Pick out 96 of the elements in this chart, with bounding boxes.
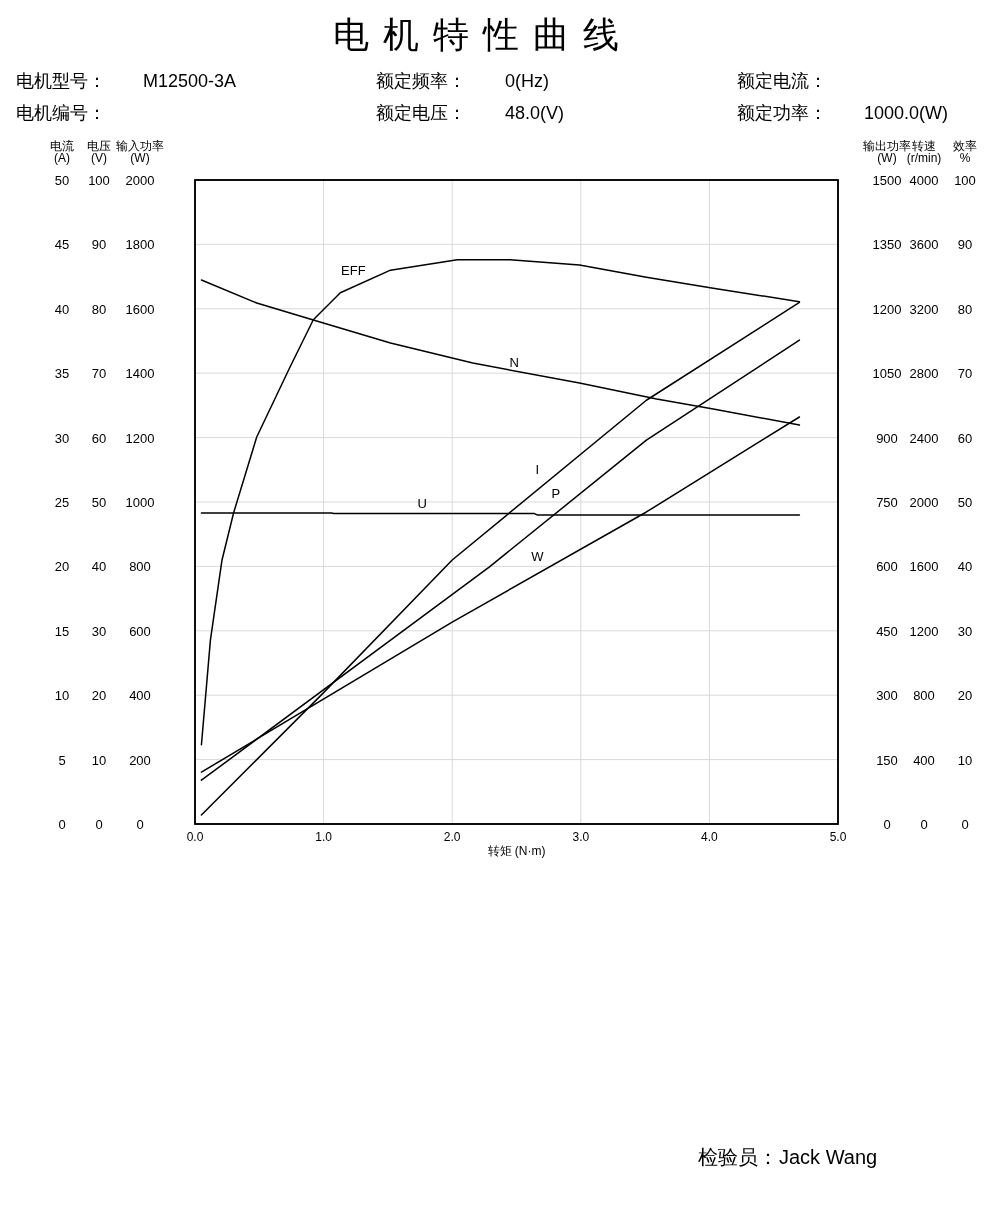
y-tick-label: 40	[54, 301, 70, 317]
y-tick-label: 300	[876, 688, 898, 704]
y-tick-label: 600	[876, 559, 898, 575]
y-tick-label: 20	[54, 559, 70, 575]
text: 额定频率：	[376, 71, 466, 91]
y-tick-label: 10	[54, 688, 70, 704]
y3-tick-label: 1800	[125, 237, 155, 253]
y3-tick-label: 20	[957, 688, 973, 704]
y-tick-label: 30	[54, 430, 70, 446]
chart-title: 电机特性曲线	[333, 14, 633, 55]
x-axis-title: 转矩 (N·m)	[487, 844, 546, 858]
y-tick-label: 50	[54, 173, 70, 188]
text: 额定功率：	[737, 103, 827, 123]
y3-tick-label: 600	[129, 623, 151, 639]
y2-tick-label: 1200	[909, 623, 939, 639]
y3-tick-label: 10	[957, 752, 973, 768]
text: 检验员：	[698, 1146, 778, 1168]
x-tick-label: 2.0	[443, 830, 461, 844]
y-tick-label: 1050	[872, 366, 902, 382]
y-tick-label: 900	[876, 430, 898, 446]
y2-tick-label: 60	[91, 430, 107, 446]
y3-tick-label: 800	[129, 559, 151, 575]
text: 电机型号：	[16, 71, 106, 91]
x-tick-label: 4.0	[701, 830, 719, 844]
y3-axis-title: 输入功率 (W)	[116, 139, 164, 165]
y-tick-label: 450	[876, 623, 898, 639]
y2-tick-label: 3200	[909, 301, 939, 317]
y3-tick-label: 60	[957, 430, 973, 446]
y2-tick-label: 400	[913, 752, 935, 768]
x-tick-label: 5.0	[829, 830, 847, 844]
y-tick-label: 150	[876, 752, 898, 768]
y2-tick-label: 80	[91, 301, 107, 317]
series-label: I	[535, 462, 540, 478]
y2-tick-label: 90	[91, 237, 107, 253]
y3-tick-label: 80	[957, 301, 973, 317]
y2-tick-label: 50	[91, 495, 107, 510]
text: 0(Hz)	[505, 71, 549, 91]
series-label: U	[417, 495, 427, 511]
y2-tick-label: 0	[95, 817, 103, 832]
y3-tick-label: 50	[957, 495, 973, 510]
y2-tick-label: 100	[88, 173, 110, 188]
y2-tick-label: 70	[91, 366, 107, 382]
series-label: W	[531, 549, 545, 565]
y2-tick-label: 4000	[909, 173, 939, 188]
text: 1000.0(W)	[864, 103, 949, 123]
y2-tick-label: 10	[91, 752, 107, 768]
y3-tick-label: 2000	[125, 173, 155, 188]
text: M12500-3A	[143, 71, 237, 91]
y2-tick-label: 20	[91, 688, 107, 704]
series-label: N	[509, 355, 519, 371]
y-tick-label: 15	[54, 623, 70, 639]
y3-tick-label: 400	[129, 688, 151, 704]
y-tick-label: 1500	[872, 173, 902, 188]
x-tick-label: 3.0	[572, 830, 590, 844]
y3-tick-label: 90	[957, 237, 973, 253]
y2-tick-label: 2400	[909, 430, 939, 446]
y-tick-label: 5	[58, 752, 66, 768]
y2-tick-label: 1600	[909, 559, 939, 575]
y2-tick-label: 2000	[909, 495, 939, 510]
y3-tick-label: 200	[129, 752, 151, 768]
y3-tick-label: 1200	[125, 430, 155, 446]
x-tick-label: 1.0	[315, 830, 333, 844]
text: Jack Wang	[779, 1146, 878, 1168]
y3-tick-label: 1400	[125, 366, 155, 382]
y-tick-label: 0	[58, 817, 66, 832]
y2-tick-label: 0	[920, 817, 928, 832]
y2-tick-label: 3600	[909, 237, 939, 253]
y3-tick-label: 1600	[125, 301, 155, 317]
y3-tick-label: 30	[957, 623, 973, 639]
text: 48.0(V)	[505, 103, 565, 123]
y2-tick-label: 2800	[909, 366, 939, 382]
y-tick-label: 1350	[872, 237, 902, 253]
y3-tick-label: 70	[957, 366, 973, 382]
y2-tick-label: 40	[91, 559, 107, 575]
text: 额定电压：	[376, 103, 466, 123]
y3-tick-label: 0	[136, 817, 144, 832]
y3-axis-title: 效率 %	[953, 139, 977, 165]
y-tick-label: 45	[54, 237, 70, 253]
y-tick-label: 25	[54, 495, 70, 510]
y2-axis-title: 电压 (V)	[87, 139, 111, 165]
y2-tick-label: 30	[91, 623, 107, 639]
y-tick-label: 35	[54, 366, 70, 382]
y-axis-title: 电流 (A)	[50, 139, 74, 165]
y-tick-label: 0	[883, 817, 891, 832]
y3-tick-label: 1000	[125, 495, 155, 510]
y2-tick-label: 800	[913, 688, 935, 704]
text: 额定电流：	[737, 71, 827, 91]
y3-tick-label: 40	[957, 559, 973, 575]
x-tick-label: 0.0	[186, 830, 204, 844]
text: 电机编号：	[16, 103, 106, 123]
y3-tick-label: 0	[961, 817, 969, 832]
y3-tick-label: 100	[954, 173, 976, 188]
y-tick-label: 750	[876, 495, 898, 510]
series-label: EFF	[341, 263, 366, 279]
series-label: P	[551, 485, 561, 501]
y-tick-label: 1200	[872, 301, 902, 317]
